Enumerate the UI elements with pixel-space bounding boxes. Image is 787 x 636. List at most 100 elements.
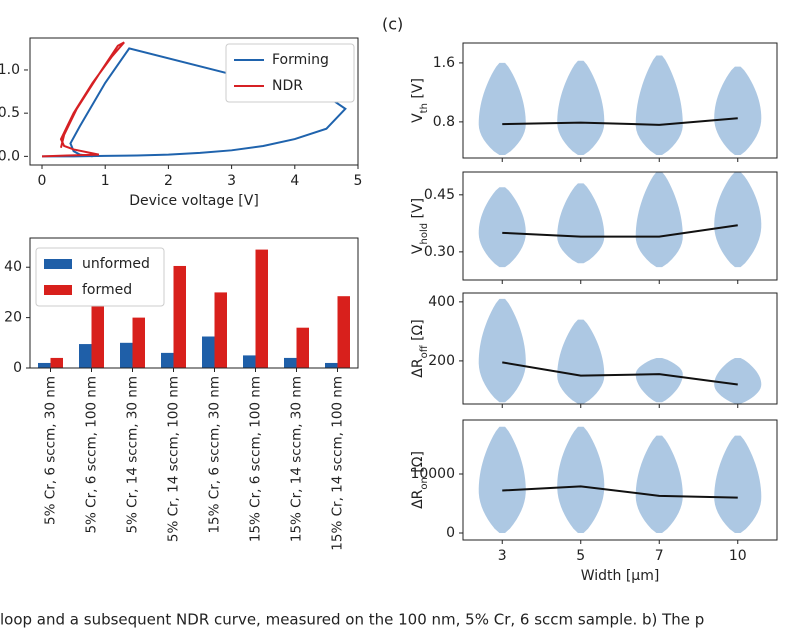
legend-swatch [44, 285, 72, 295]
bar [38, 362, 51, 368]
data-line [41, 41, 125, 158]
x-tick-label: 10 [729, 548, 747, 564]
x-tick-label: 0 [38, 173, 47, 189]
y-axis-label-part: on [419, 477, 430, 489]
y-tick-label: 0.45 [424, 187, 455, 203]
caption: loop and a subsequent NDR curve, measure… [0, 611, 704, 629]
mean-line [502, 224, 738, 238]
mean-line [502, 361, 738, 386]
bar [132, 317, 145, 368]
y-tick-label: 20 [4, 310, 22, 326]
y-axis-label-part: [V] [410, 198, 426, 223]
x-tick-label: 5% Cr, 6 sccm, 100 nm [84, 376, 100, 534]
x-tick-label: 7 [655, 548, 664, 564]
x-tick-label: 3 [227, 173, 236, 189]
y-tick-label: 0.5 [0, 105, 20, 121]
y-tick-label: 0.8 [433, 114, 455, 130]
violin [557, 319, 605, 404]
legend-label: unformed [82, 256, 150, 272]
y-axis-label-part: off [419, 344, 430, 358]
x-tick-label: 15% Cr, 6 sccm, 100 nm [248, 376, 264, 542]
y-axis-label-part: ΔR [410, 358, 426, 378]
violin [478, 187, 526, 268]
violin [635, 435, 683, 534]
y-tick-label: 0 [446, 525, 455, 541]
violin [557, 60, 605, 156]
y-tick-label: 1.0 [0, 62, 20, 78]
x-tick-label: 3 [498, 548, 507, 564]
x-axis-label: Width [μm] [581, 568, 660, 584]
x-tick-label: 5% Cr, 14 sccm, 30 nm [125, 376, 141, 534]
x-tick-label: 5 [354, 173, 363, 189]
bar [173, 265, 186, 368]
y-tick-label: 200 [428, 353, 455, 369]
bar [50, 357, 63, 368]
axes-frame [462, 42, 778, 159]
y-tick-label: 0 [13, 360, 22, 376]
bar [325, 362, 338, 368]
y-tick-label: 1.6 [433, 55, 455, 71]
violin [714, 172, 762, 268]
bar [337, 296, 350, 368]
axes-frame [462, 171, 778, 281]
y-axis-label-part: [Ω] [410, 319, 426, 345]
data-line [42, 47, 347, 158]
legend-label: formed [82, 282, 132, 298]
violin [478, 62, 526, 156]
axes-frame [462, 419, 778, 541]
bar [161, 352, 174, 368]
y-axis-label: Vhold [V] [410, 198, 430, 254]
violin [635, 357, 683, 403]
mean-line [502, 117, 738, 126]
violin [557, 426, 605, 534]
violin [478, 298, 526, 403]
y-axis-label-part: th [419, 103, 430, 113]
mean-line [502, 485, 738, 499]
bar [214, 292, 227, 368]
x-tick-label: 15% Cr, 14 sccm, 100 nm [330, 376, 346, 551]
x-tick-label: 15% Cr, 6 sccm, 30 nm [207, 376, 223, 534]
axes-frame [462, 292, 778, 405]
y-axis-label-part: hold [419, 223, 430, 245]
x-tick-label: 4 [290, 173, 299, 189]
axes-frame [29, 37, 359, 166]
bar [284, 357, 297, 368]
y-tick-label: 0.30 [424, 244, 455, 260]
x-tick-label: 5 [576, 548, 585, 564]
y-axis-label: ΔRoff [Ω] [410, 319, 430, 377]
bar [120, 342, 133, 368]
legend-box [225, 43, 355, 103]
violin [714, 435, 762, 534]
y-axis-label-part: V [410, 113, 426, 123]
x-tick-label: 1 [101, 173, 110, 189]
y-axis-label-part: [V] [410, 78, 426, 103]
violin [714, 357, 762, 404]
panel-label: (c) [382, 15, 403, 34]
violin [557, 183, 605, 264]
y-tick-label: 400 [428, 294, 455, 310]
axes-frame [29, 237, 359, 369]
y-axis-label-part: [Ω] [410, 451, 426, 477]
bar [296, 327, 309, 368]
bar [79, 344, 92, 368]
bar [255, 249, 268, 368]
bar [202, 336, 215, 368]
x-axis-label: Device voltage [V] [129, 193, 259, 209]
x-tick-label: 15% Cr, 14 sccm, 30 nm [289, 376, 305, 542]
violin [635, 172, 683, 268]
bar [243, 355, 256, 368]
y-tick-label: 0.0 [0, 148, 20, 164]
violin [714, 66, 762, 156]
x-tick-label: 2 [164, 173, 173, 189]
violin [478, 426, 526, 534]
x-tick-label: 5% Cr, 6 sccm, 30 nm [43, 376, 59, 525]
y-axis-label-part: V [410, 244, 426, 254]
y-axis-label: Vth [V] [410, 78, 430, 123]
y-tick-label: 40 [4, 259, 22, 275]
x-tick-label: 5% Cr, 14 sccm, 100 nm [166, 376, 182, 542]
legend-label: NDR [272, 78, 303, 94]
violin [635, 55, 683, 156]
legend-swatch [44, 259, 72, 269]
